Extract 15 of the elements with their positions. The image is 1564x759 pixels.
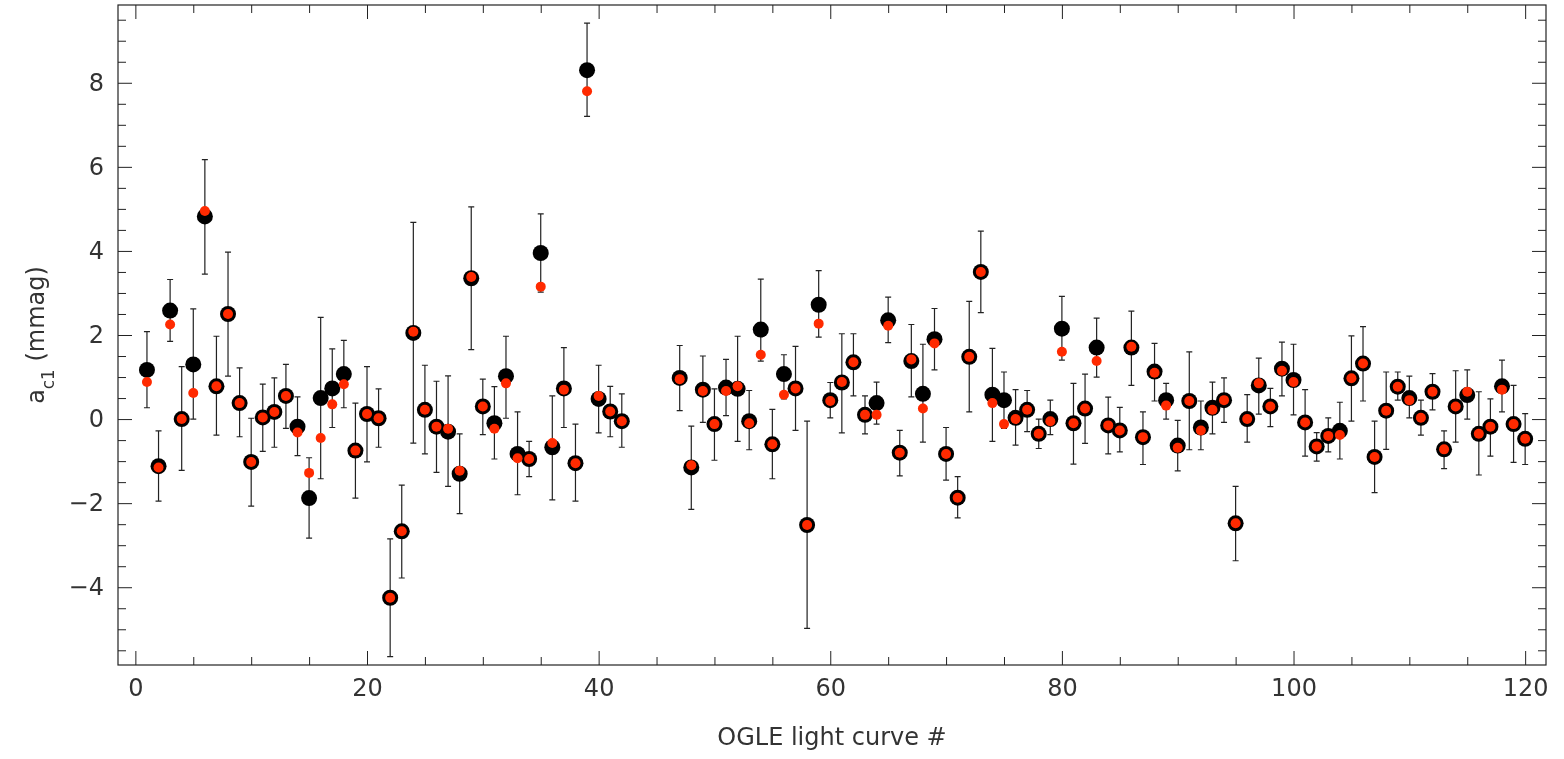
x-tick-label: 20 xyxy=(352,674,383,703)
y-tick-label: 8 xyxy=(88,68,104,97)
y-tick-label: 2 xyxy=(88,321,104,350)
x-tick-label: 0 xyxy=(128,674,144,703)
x-tick-label: 60 xyxy=(815,674,847,703)
x-tick-label: 100 xyxy=(1271,674,1317,703)
x-tick-label: 120 xyxy=(1502,674,1549,703)
y-tick-label: 0 xyxy=(88,405,104,434)
y-tick-label: 6 xyxy=(88,153,104,182)
x-tick-label: 80 xyxy=(1047,674,1078,703)
y-tick-label: 4 xyxy=(88,237,104,266)
y-tick-label: −2 xyxy=(68,489,104,518)
x-axis-title: OGLE light curve # xyxy=(717,723,947,751)
y-tick-label: −4 xyxy=(68,573,104,602)
x-tick-label: 40 xyxy=(583,674,615,703)
